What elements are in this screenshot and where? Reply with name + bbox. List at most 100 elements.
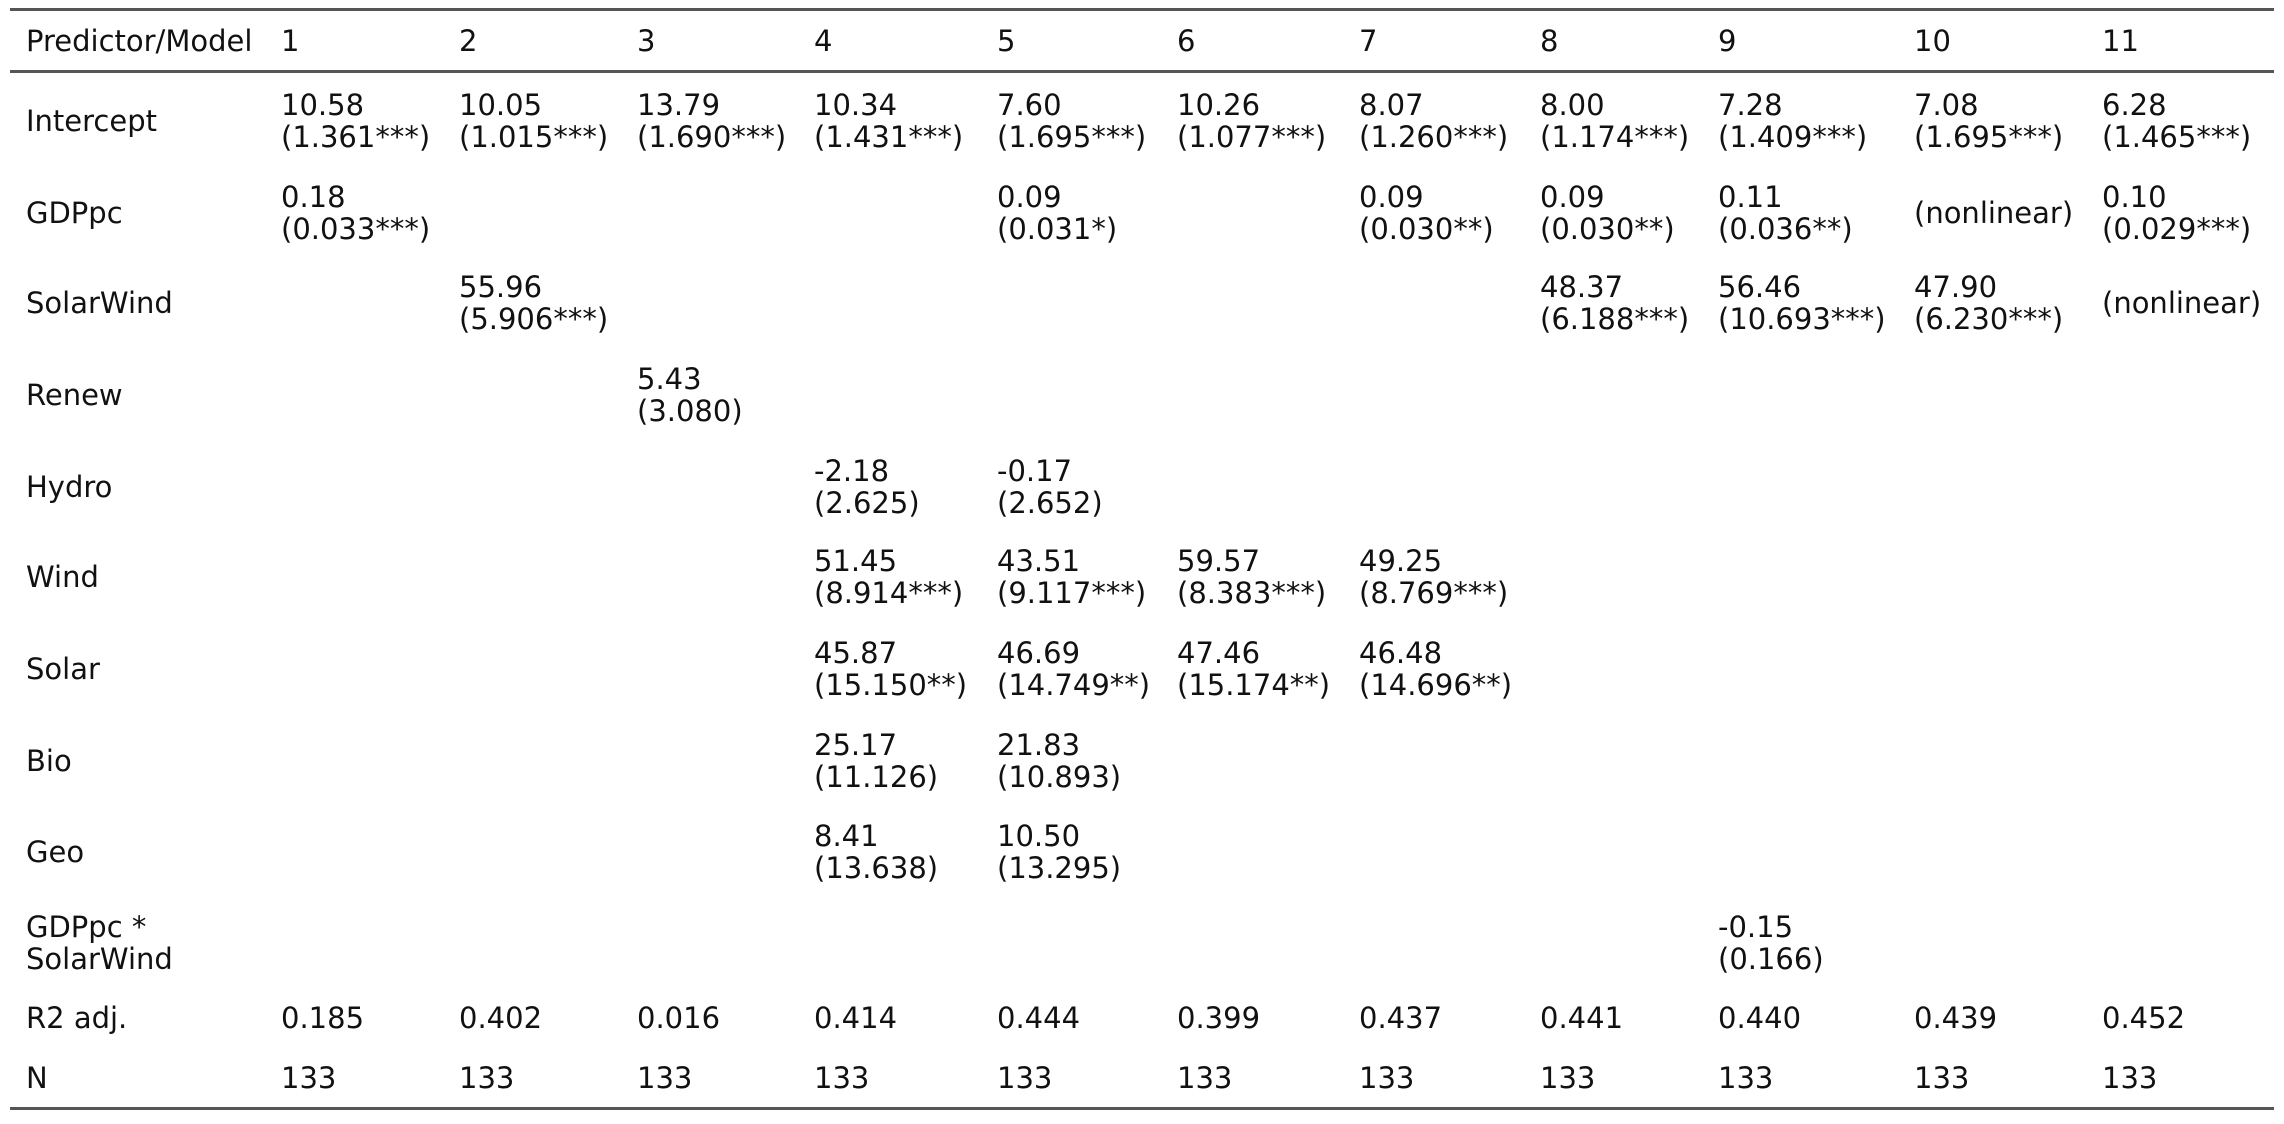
value-cell: 0.09 (0.031*)	[997, 181, 1117, 245]
cell-line: (0.033***)	[281, 212, 431, 246]
header-rule	[10, 70, 2274, 73]
cell-line: 47.90	[1914, 270, 1998, 304]
value-cell: 55.96 (5.906***)	[459, 271, 608, 335]
cell-line: (2.652)	[997, 486, 1103, 520]
cell-line: (8.914***)	[814, 576, 964, 610]
cell-line: GDPpc *	[26, 910, 147, 944]
cell-line: (nonlinear)	[1914, 196, 2074, 230]
value-cell: 43.51 (9.117***)	[997, 545, 1146, 609]
row-label: Hydro	[26, 470, 113, 504]
cell-line: 133	[1914, 1061, 1970, 1095]
value-cell: 0.09 (0.030**)	[1359, 181, 1494, 245]
value-cell: 0.441	[1540, 1002, 1623, 1034]
cell-line: (1.695***)	[997, 120, 1147, 154]
cell-line: 7.60	[997, 88, 1062, 122]
cell-line: 0.440	[1718, 1001, 1802, 1035]
cell-line: (10.893)	[997, 760, 1122, 794]
cell-line: (3.080)	[637, 394, 743, 428]
value-cell: 46.69 (14.749**)	[997, 637, 1150, 701]
cell-line: 133	[997, 1061, 1053, 1095]
value-cell: 133	[1540, 1062, 1595, 1094]
header-cell: 3	[637, 24, 656, 58]
cell-line: (10.693***)	[1718, 302, 1886, 336]
cell-line: 133	[459, 1061, 515, 1095]
cell-line: 133	[1718, 1061, 1774, 1095]
cell-line: (5.906***)	[459, 302, 609, 336]
cell-line: 0.414	[814, 1001, 898, 1035]
cell-line: 46.69	[997, 636, 1081, 670]
value-cell: 0.414	[814, 1002, 897, 1034]
cell-line: 133	[2102, 1061, 2158, 1095]
cell-line: (0.029***)	[2102, 212, 2252, 246]
value-cell: -0.15 (0.166)	[1718, 911, 1824, 975]
cell-line: 10.50	[997, 819, 1081, 853]
header-cell: 8	[1540, 24, 1559, 58]
cell-line: (1.174***)	[1540, 120, 1690, 154]
value-cell: 133	[459, 1062, 514, 1094]
row-label: R2 adj.	[26, 1001, 128, 1035]
cell-line: 0.18	[281, 180, 346, 214]
value-cell: 49.25 (8.769***)	[1359, 545, 1508, 609]
value-cell: (nonlinear)	[1914, 197, 2073, 229]
cell-line: 5.43	[637, 362, 702, 396]
header-cell: 1	[281, 24, 300, 58]
header-cell: 7	[1359, 24, 1378, 58]
value-cell: 21.83 (10.893)	[997, 729, 1121, 793]
cell-line: 0.437	[1359, 1001, 1443, 1035]
cell-line: 0.441	[1540, 1001, 1624, 1035]
value-cell: 0.437	[1359, 1002, 1442, 1034]
row-label: GDPpc * SolarWind	[26, 911, 173, 975]
cell-line: 47.46	[1177, 636, 1261, 670]
bottom-rule	[10, 1107, 2274, 1110]
top-rule	[10, 8, 2274, 11]
cell-line: 0.016	[637, 1001, 721, 1035]
cell-line: 133	[637, 1061, 693, 1095]
cell-line: (15.174**)	[1177, 668, 1331, 702]
cell-line: (0.036**)	[1718, 212, 1853, 246]
cell-line: (1.015***)	[459, 120, 609, 154]
cell-line: (1.431***)	[814, 120, 964, 154]
value-cell: 10.05 (1.015***)	[459, 89, 608, 153]
cell-line: (1.361***)	[281, 120, 431, 154]
cell-line: 10.26	[1177, 88, 1261, 122]
cell-line: (13.295)	[997, 851, 1122, 885]
value-cell: 0.10 (0.029***)	[2102, 181, 2251, 245]
cell-line: (1.409***)	[1718, 120, 1868, 154]
cell-line: (14.696**)	[1359, 668, 1513, 702]
value-cell: 133	[997, 1062, 1052, 1094]
cell-line: 0.402	[459, 1001, 543, 1035]
value-cell: 0.402	[459, 1002, 542, 1034]
value-cell: 48.37 (6.188***)	[1540, 271, 1689, 335]
cell-line: 0.399	[1177, 1001, 1261, 1035]
cell-line: (14.749**)	[997, 668, 1151, 702]
cell-line: 59.57	[1177, 544, 1261, 578]
value-cell: 6.28 (1.465***)	[2102, 89, 2251, 153]
value-cell: 10.26 (1.077***)	[1177, 89, 1326, 153]
cell-line: 6.28	[2102, 88, 2167, 122]
value-cell: 45.87 (15.150**)	[814, 637, 967, 701]
cell-line: 0.444	[997, 1001, 1081, 1035]
value-cell: 10.50 (13.295)	[997, 820, 1121, 884]
value-cell: 0.440	[1718, 1002, 1801, 1034]
value-cell: 47.46 (15.174**)	[1177, 637, 1330, 701]
cell-line: -2.18	[814, 454, 890, 488]
cell-line: 133	[1177, 1061, 1233, 1095]
value-cell: 0.016	[637, 1002, 720, 1034]
cell-line: 55.96	[459, 270, 543, 304]
cell-line: (13.638)	[814, 851, 939, 885]
cell-line: 7.08	[1914, 88, 1979, 122]
cell-line: 0.10	[2102, 180, 2167, 214]
cell-line: (0.030**)	[1540, 212, 1675, 246]
cell-line: 0.439	[1914, 1001, 1998, 1035]
cell-line: -0.17	[997, 454, 1073, 488]
cell-line: 10.34	[814, 88, 898, 122]
header-cell: Predictor/Model	[26, 24, 253, 58]
value-cell: 133	[1177, 1062, 1232, 1094]
cell-line: 133	[281, 1061, 337, 1095]
cell-line: 49.25	[1359, 544, 1443, 578]
cell-line: (6.188***)	[1540, 302, 1690, 336]
value-cell: 133	[637, 1062, 692, 1094]
header-cell: 10	[1914, 24, 1951, 58]
cell-line: 13.79	[637, 88, 721, 122]
